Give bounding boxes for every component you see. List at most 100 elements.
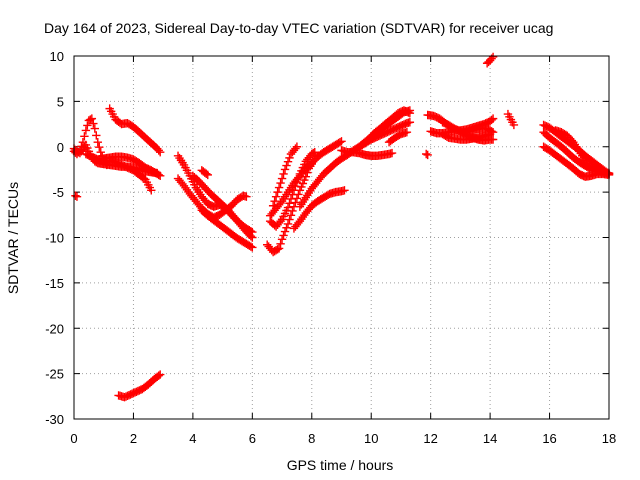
- data-point: [298, 179, 308, 188]
- data-point: [276, 239, 285, 249]
- y-tick-label: -20: [45, 321, 64, 336]
- data-point: [80, 132, 89, 141]
- data-point: [246, 226, 256, 236]
- series-track-12: [197, 166, 212, 180]
- data-point: [155, 147, 165, 157]
- data-point: [155, 171, 165, 180]
- data-point: [283, 157, 293, 166]
- data-point: [273, 245, 282, 254]
- y-tick-label: -5: [52, 185, 64, 200]
- data-point: [309, 148, 318, 158]
- data-point: [248, 227, 257, 237]
- data-point: [71, 191, 80, 200]
- data-point: [286, 194, 296, 204]
- series-track-07: [114, 370, 165, 402]
- data-point: [280, 227, 290, 236]
- series-track-15: [268, 142, 302, 210]
- data-point: [402, 128, 412, 137]
- series-track-28: [482, 52, 498, 68]
- y-tick-label: 5: [57, 94, 64, 109]
- series-track-03: [81, 149, 165, 180]
- data-point: [282, 161, 291, 170]
- series-track-23: [422, 149, 432, 160]
- data-point: [274, 183, 284, 192]
- data-point: [87, 114, 97, 123]
- data-point: [92, 131, 101, 140]
- series-track-27: [438, 129, 495, 144]
- series-track-04: [105, 156, 156, 195]
- y-tick-label: -10: [45, 231, 64, 246]
- series-track-29: [503, 109, 519, 130]
- data-point: [285, 215, 294, 224]
- series-track-05: [105, 104, 165, 157]
- x-tick-label: 4: [189, 431, 196, 446]
- series-track-21: [352, 106, 415, 154]
- y-axis-label: SDTVAR / TECUs: [5, 182, 21, 294]
- data-point: [279, 169, 288, 179]
- data-point: [242, 192, 251, 201]
- series-track-33: [551, 126, 614, 179]
- x-tick-label: 8: [308, 431, 315, 446]
- x-tick-label: 18: [602, 431, 616, 446]
- data-point: [292, 142, 302, 151]
- data-point: [154, 371, 163, 380]
- data-point: [202, 169, 211, 178]
- data-point: [487, 115, 496, 125]
- data-point: [248, 243, 257, 252]
- data-point: [154, 170, 163, 180]
- data-point: [387, 148, 397, 158]
- data-point: [488, 135, 498, 144]
- data-point: [147, 186, 156, 195]
- x-tick-label: 6: [249, 431, 256, 446]
- data-point: [405, 118, 415, 127]
- data-point: [300, 175, 309, 185]
- data-point: [72, 192, 82, 201]
- series-track-19: [337, 146, 397, 161]
- data-point: [488, 52, 498, 62]
- series-track-10: [197, 206, 257, 252]
- data-point: [337, 137, 346, 146]
- y-tick-label: 0: [57, 140, 64, 155]
- data-point: [286, 211, 296, 220]
- data-point: [405, 106, 415, 115]
- grid: [74, 56, 609, 419]
- x-axis-label: GPS time / hours: [287, 457, 394, 473]
- y-tick-label: 10: [50, 49, 64, 64]
- data-point: [81, 126, 91, 135]
- series-track-22: [384, 128, 412, 147]
- data-point: [83, 143, 92, 153]
- x-tick-label: 12: [423, 431, 437, 446]
- data-point: [277, 235, 287, 244]
- data-point: [277, 174, 287, 183]
- data-point: [273, 187, 282, 197]
- data-marks: [69, 52, 614, 402]
- data-point: [96, 147, 105, 157]
- series-track-06: [71, 191, 82, 201]
- series-track-17: [289, 186, 349, 233]
- data-point: [93, 138, 102, 147]
- data-point: [285, 153, 294, 163]
- data-point: [340, 186, 349, 195]
- axis-ticks: 0 2 4 6 8 10 12 14 16 18 10 5 0 -5 -10 -15 -20 -25 -30: [45, 49, 616, 446]
- series-track-11: [188, 171, 257, 237]
- plot-frame: [73, 55, 610, 420]
- data-point: [279, 231, 288, 240]
- data-point: [422, 149, 431, 159]
- data-point: [488, 114, 498, 123]
- x-tick-label: 2: [130, 431, 137, 446]
- data-point: [423, 150, 432, 160]
- data-point: [95, 143, 104, 152]
- data-point: [83, 121, 92, 130]
- data-point: [509, 120, 519, 130]
- data-point: [246, 242, 256, 251]
- data-point: [301, 172, 311, 181]
- data-point: [280, 165, 290, 174]
- data-point: [285, 199, 294, 208]
- x-tick-label: 16: [542, 431, 556, 446]
- data-point: [283, 219, 293, 229]
- data-point: [282, 223, 291, 232]
- data-point: [335, 138, 345, 147]
- data-point: [485, 129, 495, 139]
- data-point: [276, 178, 285, 188]
- x-tick-label: 10: [364, 431, 378, 446]
